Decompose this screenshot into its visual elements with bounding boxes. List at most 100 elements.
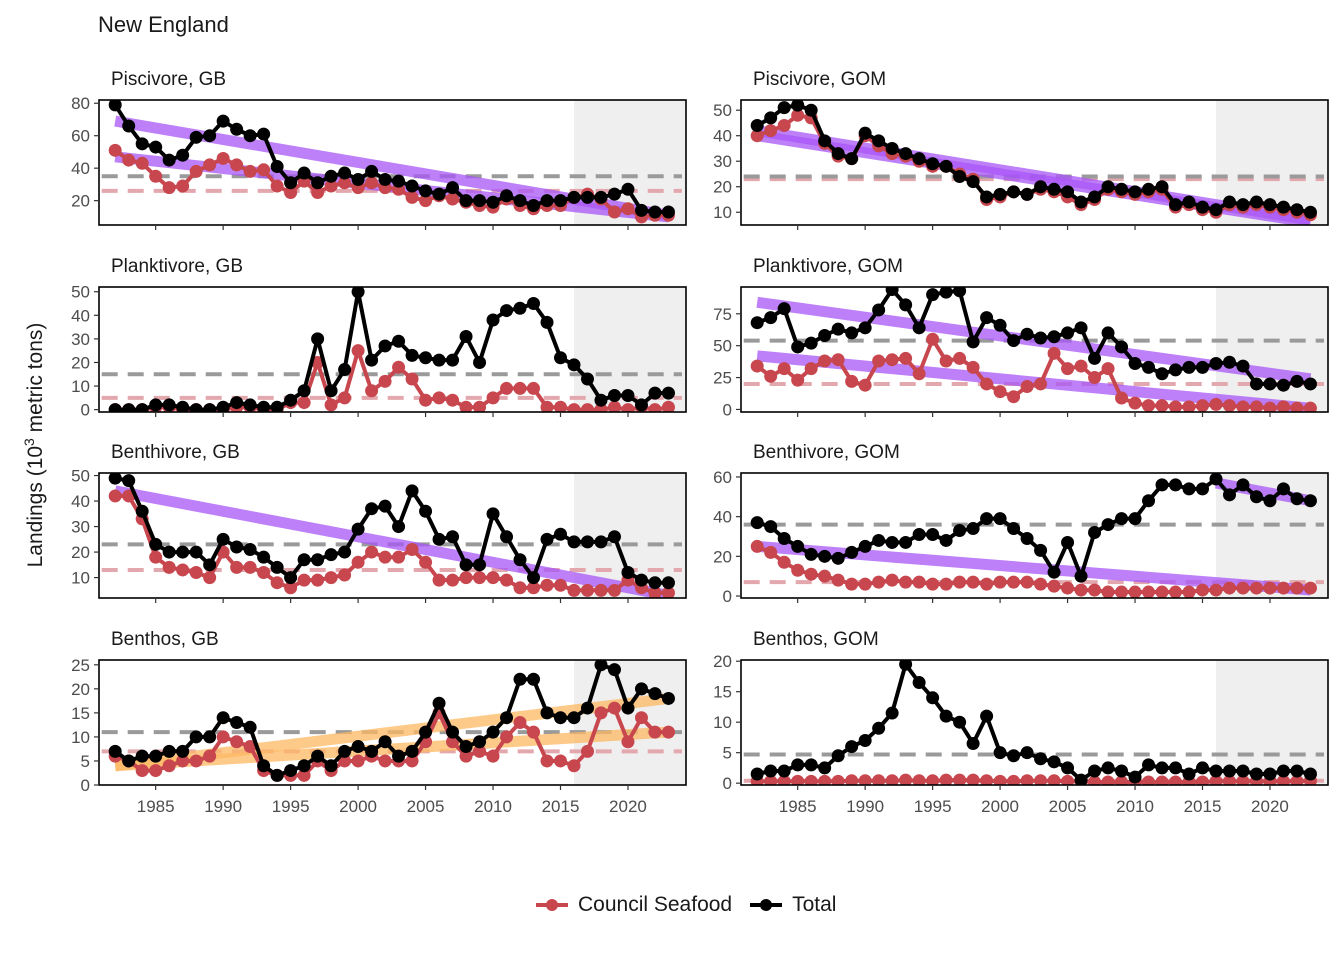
council-seafood-point — [203, 571, 217, 585]
total-point — [885, 287, 899, 297]
total-point — [993, 512, 1007, 526]
total-point — [1020, 327, 1034, 341]
total-point — [899, 660, 913, 671]
total-point — [858, 733, 872, 747]
council-seafood-point — [899, 575, 913, 589]
council-seafood-point — [845, 374, 859, 388]
council-seafood-point — [1142, 585, 1156, 598]
council-seafood-point — [899, 351, 913, 365]
council-seafood-point — [432, 391, 446, 405]
total-point — [432, 187, 446, 201]
total-point — [554, 194, 568, 208]
total-point — [953, 715, 967, 729]
total-point — [1074, 569, 1088, 583]
council-seafood-point — [365, 384, 379, 398]
total-point — [966, 737, 980, 751]
total-point — [1222, 488, 1236, 502]
total-point — [365, 164, 379, 178]
total-point — [1007, 749, 1021, 763]
total-point — [818, 134, 832, 148]
council-seafood-point — [513, 381, 527, 395]
total-point — [338, 166, 352, 180]
total-point — [872, 134, 886, 148]
council-seafood-point — [149, 550, 163, 564]
total-point — [1303, 767, 1317, 781]
council-seafood-point — [1209, 397, 1223, 411]
total-point — [1263, 494, 1277, 508]
council-seafood-point — [567, 403, 581, 412]
total-point — [912, 676, 926, 690]
total-point — [1249, 195, 1263, 209]
council-seafood-point — [392, 550, 406, 564]
total-point — [351, 173, 365, 187]
total-point — [1263, 767, 1277, 781]
total-point — [122, 474, 136, 488]
total-point — [419, 725, 433, 739]
total-point — [1115, 340, 1129, 354]
total-point — [162, 398, 176, 412]
total-point — [1101, 761, 1115, 775]
total-point — [1061, 535, 1075, 549]
total-point — [777, 764, 791, 778]
total-point — [621, 388, 635, 402]
x-tick-label: 2015 — [542, 797, 580, 816]
total-point — [926, 288, 940, 302]
council-seafood-point — [540, 754, 554, 768]
total-point — [750, 767, 764, 781]
y-tick-label: 50 — [713, 101, 732, 120]
council-seafood-point — [1101, 585, 1115, 598]
council-seafood-point — [432, 573, 446, 587]
total-point — [1047, 565, 1061, 579]
total-point — [858, 321, 872, 335]
total-point — [777, 101, 791, 115]
council-seafood-point — [791, 373, 805, 387]
panel-frame — [740, 99, 1329, 226]
council-seafood-point — [953, 773, 967, 785]
panel-benthos-gom: Benthos, GOM 0 5 10 15 20 1985 1990 1995 2000 2005… — [713, 629, 1329, 816]
council-seafood-point — [1061, 362, 1075, 376]
council-seafood-point — [230, 735, 244, 749]
y-tick-label: 75 — [713, 305, 732, 324]
council-seafood-point — [554, 400, 568, 412]
total-point — [1155, 367, 1169, 381]
total-point — [567, 358, 581, 372]
total-point — [527, 199, 541, 213]
total-point — [513, 672, 527, 686]
council-seafood-point — [419, 555, 433, 569]
total-point — [980, 311, 994, 325]
total-point — [912, 528, 926, 542]
council-seafood-point — [324, 398, 338, 412]
total-point — [1128, 185, 1142, 199]
council-seafood-point — [446, 393, 460, 407]
council-seafood-point — [1020, 575, 1034, 589]
total-point — [777, 531, 791, 545]
council-seafood-point — [459, 571, 473, 585]
total-point — [845, 326, 859, 340]
total-point — [378, 173, 392, 187]
council-seafood-point — [473, 400, 487, 412]
council-seafood-point — [446, 192, 460, 206]
council-seafood-point — [1290, 581, 1304, 595]
total-point — [243, 543, 257, 557]
total-point — [926, 691, 940, 705]
total-point — [324, 169, 338, 183]
total-point — [162, 153, 176, 167]
y-tick-label: 10 — [71, 377, 90, 396]
council-seafood-point — [216, 730, 230, 744]
total-point — [324, 759, 338, 773]
y-tick-label: 60 — [71, 127, 90, 146]
council-seafood-point — [750, 539, 764, 553]
total-point — [1047, 755, 1061, 769]
council-seafood-point — [270, 576, 284, 590]
total-point — [1088, 190, 1102, 204]
total-point — [804, 103, 818, 117]
total-point — [750, 316, 764, 330]
total-point — [791, 539, 805, 553]
council-seafood-point — [1155, 399, 1169, 412]
council-seafood-point — [661, 586, 675, 598]
council-seafood-point — [607, 400, 621, 412]
council-seafood-point — [500, 573, 514, 587]
council-seafood-point — [338, 568, 352, 582]
council-seafood-point — [324, 571, 338, 585]
council-seafood-point — [500, 730, 514, 744]
